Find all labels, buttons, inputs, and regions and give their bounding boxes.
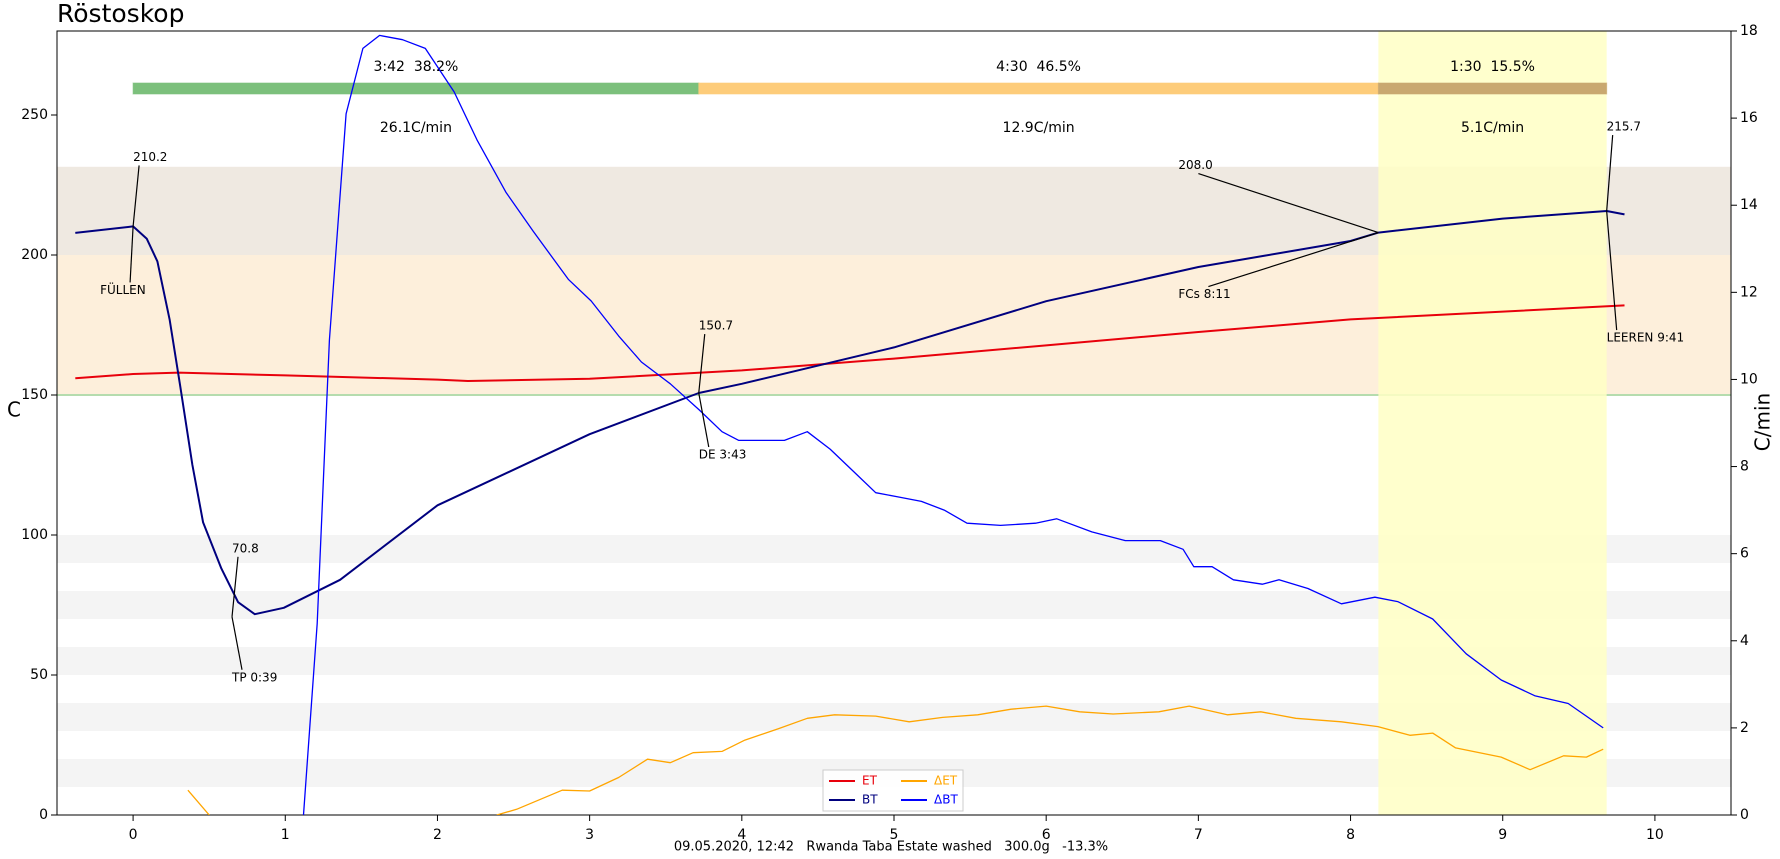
annotation-value: 215.7 <box>1607 120 1641 134</box>
x-tick-label: 9 <box>1498 827 1507 843</box>
annotation-value: 208.0 <box>1178 158 1212 172</box>
series-line <box>75 304 1625 382</box>
y2-axis-label: C/min <box>1751 393 1775 451</box>
phase-label: 1:30 15.5% <box>1450 59 1535 75</box>
chart-title: Röstoskop <box>57 0 184 28</box>
annotation-value: 70.8 <box>232 541 259 555</box>
annotation-arrow <box>231 616 243 670</box>
legend-label: ΔBT <box>934 793 958 807</box>
annotation-label: FÜLLEN <box>100 281 146 297</box>
x-tick-label: 0 <box>129 827 138 843</box>
phase-rate: 5.1C/min <box>1461 120 1524 136</box>
y2-tick-label: 12 <box>1740 284 1758 300</box>
y-tick-label: 50 <box>30 667 48 683</box>
x-tick-label: 10 <box>1646 827 1664 843</box>
series-line <box>187 705 1604 815</box>
legend-label: BT <box>862 793 878 807</box>
legend-box <box>822 769 964 812</box>
x-tick-label: 5 <box>890 827 899 843</box>
x-tick-label: 3 <box>585 827 594 843</box>
annotation-arrow <box>698 333 706 394</box>
x-axis-label: 09.05.2020, 12:42 Rwanda Taba Estate was… <box>674 840 1108 855</box>
x-tick-label: 2 <box>433 827 442 843</box>
series-line <box>302 34 1604 815</box>
y-tick-label: 150 <box>21 387 48 403</box>
y2-tick-label: 16 <box>1740 110 1758 126</box>
y2-tick-label: 0 <box>1740 807 1749 823</box>
annotation-arrow <box>1606 210 1618 331</box>
annotation-arrow <box>1198 173 1379 234</box>
y2-tick-label: 6 <box>1740 546 1749 562</box>
y2-tick-label: 8 <box>1740 459 1749 475</box>
annotation-label: DE 3:43 <box>699 448 747 462</box>
y2-tick-label: 14 <box>1740 197 1758 213</box>
annotation-label: TP 0:39 <box>231 670 277 684</box>
y-tick-label: 200 <box>21 247 48 263</box>
phase-bar <box>132 82 700 95</box>
annotation-value: 150.7 <box>699 319 733 333</box>
y2-tick-label: 2 <box>1740 720 1749 736</box>
phase-label: 4:30 46.5% <box>996 59 1081 75</box>
x-tick-label: 8 <box>1346 827 1355 843</box>
y-tick-label: 250 <box>21 107 48 123</box>
y2-tick-label: 4 <box>1740 633 1749 649</box>
annotation-arrow <box>231 556 239 617</box>
legend-label: ET <box>862 774 878 788</box>
y2-tick-label: 18 <box>1740 23 1758 39</box>
annotation-arrow <box>698 392 710 448</box>
phase-label: 3:42 38.2% <box>374 59 459 75</box>
annotation-arrow <box>1606 134 1614 212</box>
phase-rate: 12.9C/min <box>1003 120 1075 136</box>
phase-bar <box>1377 82 1608 95</box>
y-tick-label: 0 <box>39 807 48 823</box>
annotation-label: LEEREN 9:41 <box>1607 331 1685 345</box>
x-tick-label: 4 <box>737 827 746 843</box>
legend-label: ΔET <box>934 774 958 788</box>
annotation-arrow <box>132 165 140 227</box>
y-axis-label: C <box>7 398 21 422</box>
x-tick-label: 6 <box>1042 827 1051 843</box>
annotation-value: 210.2 <box>133 150 167 164</box>
highlight-region <box>1378 31 1607 815</box>
y2-tick-label: 10 <box>1740 371 1758 387</box>
phase-bar <box>698 82 1379 95</box>
annotation-label: FCs 8:11 <box>1178 287 1230 301</box>
annotation-arrow <box>129 226 134 283</box>
annotation-arrow <box>1208 232 1379 288</box>
y-tick-label: 100 <box>21 527 48 543</box>
x-tick-label: 1 <box>281 827 290 843</box>
x-tick-label: 7 <box>1194 827 1203 843</box>
phase-rate: 26.1C/min <box>380 120 452 136</box>
